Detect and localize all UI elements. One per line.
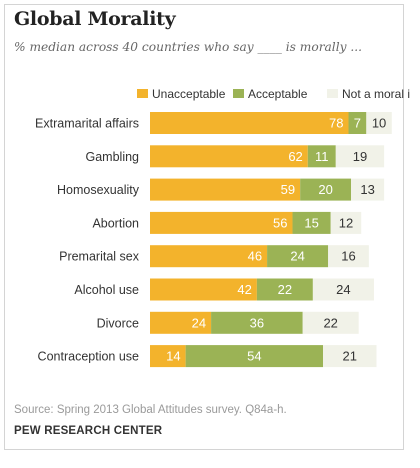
data-label-7-1: 54 bbox=[247, 349, 261, 364]
category-label-5: Alcohol use bbox=[74, 283, 139, 297]
bar-segment-7-0 bbox=[150, 345, 186, 368]
category-label-1: Gambling bbox=[86, 150, 140, 164]
bar-segment-1-0 bbox=[150, 145, 308, 168]
bar-segment-0-1 bbox=[348, 112, 367, 134]
data-label-2-0: 59 bbox=[281, 182, 295, 197]
bar-segment-1-2 bbox=[335, 145, 385, 168]
chart-subtitle: % median across 40 countries who say ___… bbox=[14, 40, 362, 54]
category-label-0: Extramarital affairs bbox=[35, 117, 139, 131]
bar-segment-6-1 bbox=[211, 311, 303, 334]
legend-label-0: Unacceptable bbox=[152, 87, 226, 101]
data-label-6-2: 22 bbox=[323, 315, 337, 330]
data-label-3-2: 12 bbox=[339, 215, 353, 230]
data-label-6-0: 24 bbox=[192, 315, 206, 330]
bar-segment-5-0 bbox=[150, 278, 257, 301]
bar-segment-5-1 bbox=[256, 278, 313, 301]
data-label-1-1: 11 bbox=[315, 149, 329, 164]
legend-label-2: Not a moral issue bbox=[342, 87, 410, 101]
bar-segment-4-2 bbox=[328, 245, 369, 268]
data-label-2-2: 13 bbox=[360, 182, 374, 197]
bar-segment-4-1 bbox=[267, 245, 329, 268]
legend-swatch-2 bbox=[327, 89, 338, 98]
category-label-3: Abortion bbox=[92, 216, 139, 230]
bar-segment-3-2 bbox=[330, 211, 362, 234]
data-label-1-0: 62 bbox=[288, 149, 302, 164]
bar-segment-2-1 bbox=[300, 178, 352, 201]
bar-segment-0-0 bbox=[150, 112, 349, 134]
data-label-4-2: 16 bbox=[341, 249, 355, 264]
data-label-1-2: 19 bbox=[353, 149, 367, 164]
data-label-4-0: 46 bbox=[248, 249, 262, 264]
category-label-6: Divorce bbox=[97, 316, 139, 330]
bar-segment-6-2 bbox=[302, 311, 359, 334]
data-label-5-0: 42 bbox=[237, 282, 251, 297]
legend-swatch-1 bbox=[233, 89, 244, 98]
stacked-bar-chart: Unacceptable Acceptable Not a moral issue E… bbox=[35, 87, 410, 368]
legend-swatch-0 bbox=[137, 89, 148, 98]
data-label-0-2: 10 bbox=[372, 116, 386, 131]
data-label-5-1: 22 bbox=[278, 282, 292, 297]
bar-segment-7-1 bbox=[185, 345, 324, 368]
organization-credit: PEW RESEARCH CENTER bbox=[14, 425, 163, 437]
bar-segment-3-1 bbox=[292, 211, 331, 234]
bar-segment-1-1 bbox=[307, 145, 336, 168]
data-label-4-1: 24 bbox=[290, 249, 304, 264]
data-label-3-0: 56 bbox=[273, 215, 287, 230]
data-label-0-1: 7 bbox=[354, 116, 361, 131]
data-label-0-0: 78 bbox=[329, 116, 343, 131]
legend-label-1: Acceptable bbox=[248, 87, 308, 101]
bar-segment-2-2 bbox=[351, 178, 385, 201]
bar-segment-0-2 bbox=[366, 112, 392, 134]
data-label-7-2: 21 bbox=[343, 349, 357, 364]
data-label-2-1: 20 bbox=[318, 182, 332, 197]
bar-segment-7-2 bbox=[323, 345, 377, 368]
chart-title: Global Morality bbox=[14, 8, 176, 30]
bar-segment-4-0 bbox=[150, 245, 268, 268]
bar-segment-5-2 bbox=[312, 278, 374, 301]
data-label-6-1: 36 bbox=[250, 315, 264, 330]
bar-segment-2-0 bbox=[150, 178, 301, 201]
data-label-5-2: 24 bbox=[336, 282, 350, 297]
bar-segment-6-0 bbox=[150, 311, 212, 334]
category-label-7: Contraception use bbox=[38, 350, 140, 364]
category-label-4: Premarital sex bbox=[59, 250, 140, 264]
bar-segment-3-0 bbox=[150, 211, 293, 234]
data-label-7-0: 14 bbox=[166, 349, 180, 364]
category-label-2: Homosexuality bbox=[57, 183, 140, 197]
data-label-3-1: 15 bbox=[304, 215, 318, 230]
source-note: Source: Spring 2013 Global Attitudes sur… bbox=[14, 404, 287, 416]
